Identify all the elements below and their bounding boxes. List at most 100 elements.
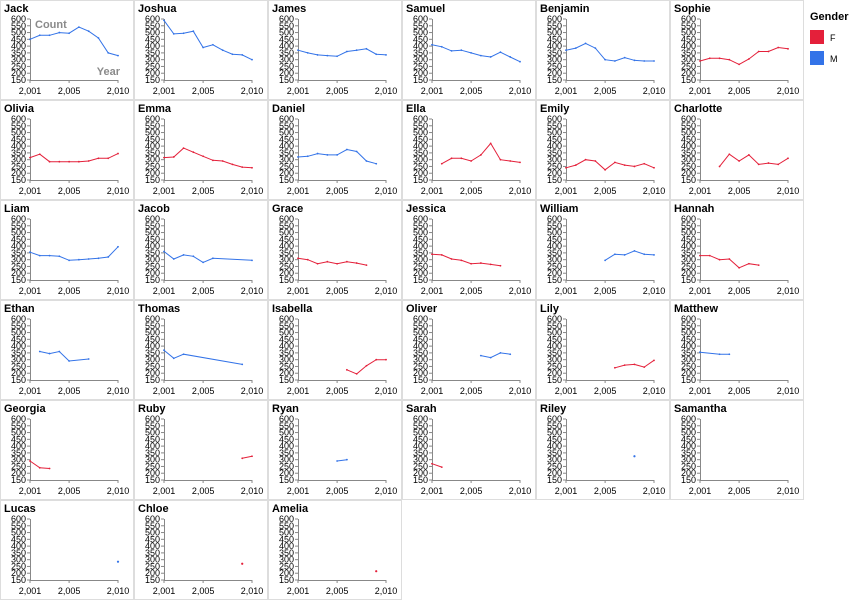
y-tick-label: 400 [145,441,160,451]
data-point [728,58,731,61]
y-tick-label: 550 [145,521,160,531]
x-tick-label: 2,010 [777,286,800,296]
y-tick-label: 500 [413,128,428,138]
y-tick-label: 550 [413,321,428,331]
x-tick-label: 2,001 [153,86,176,96]
data-point [613,253,616,256]
y-tick-label: 250 [11,361,26,371]
panel-title: Emily [540,103,570,115]
data-point [479,262,482,264]
y-tick-label: 350 [413,348,428,358]
y-tick-label: 200 [413,268,428,278]
data-point [584,42,587,45]
panel-title: William [540,203,579,215]
data-point [633,455,636,458]
y-tick-label: 300 [547,355,562,365]
data-point [699,254,701,257]
y-tick-label: 550 [11,521,26,531]
y-tick-label: 300 [681,455,696,465]
series-line [480,352,511,359]
x-tick-label: 2,010 [777,186,800,196]
y-tick-label: 500 [11,328,26,338]
y-tick-label: 300 [413,355,428,365]
data-point [38,34,41,37]
y-tick-label: 300 [279,255,294,265]
y-tick-label: 450 [145,234,160,244]
panel-georgia: Georgia6005505004504003503002502001502,0… [0,400,134,500]
y-tick-label: 250 [547,361,562,371]
panel-frame [0,0,134,100]
y-tick-label: 600 [145,214,160,224]
y-tick-label: 450 [145,134,160,144]
y-tick-label: 600 [681,214,696,224]
data-point [747,262,750,265]
data-point [440,254,443,256]
data-point [306,51,309,54]
y-tick-label: 150 [145,575,160,585]
y-tick-label: 550 [681,421,696,431]
data-point [345,260,348,263]
y-tick-label: 300 [145,555,160,565]
panel-grace: Grace6005505004504003503002502001502,001… [268,200,402,300]
x-tick-label: 2,010 [777,86,800,96]
y-tick-label: 550 [413,21,428,31]
data-point [87,358,90,360]
y-tick-label: 550 [145,21,160,31]
y-tick-label: 600 [145,114,160,124]
data-point [68,259,71,262]
data-point [643,162,646,165]
data-point [489,356,492,359]
y-tick-label: 600 [11,314,26,324]
y-tick-label: 400 [681,241,696,251]
y-tick-label: 550 [11,121,26,131]
y-tick-label: 150 [681,275,696,285]
y-tick-label: 400 [547,241,562,251]
y-tick-label: 150 [11,75,26,85]
data-point [643,366,646,369]
x-tick-label: 2,001 [555,486,578,496]
y-tick-label: 450 [681,134,696,144]
x-tick-label: 2,010 [643,486,666,496]
data-point [450,157,453,160]
y-tick-label: 400 [145,341,160,351]
data-point [345,368,348,371]
panel-frame [0,300,134,400]
x-tick-label: 2,005 [58,386,81,396]
panel-title: Ella [406,103,426,115]
y-tick-label: 200 [413,68,428,78]
data-point [87,258,90,260]
x-tick-label: 2,005 [460,186,483,196]
panel-riley: Riley6005505004504003503002502001502,001… [536,400,670,500]
y-tick-label: 250 [145,261,160,271]
data-point [326,54,329,57]
y-tick-label: 600 [279,114,294,124]
data-point [499,51,502,54]
y-tick-label: 300 [681,255,696,265]
y-tick-label: 400 [413,241,428,251]
data-point [767,50,770,53]
y-tick-label: 500 [681,28,696,38]
y-tick-label: 500 [145,128,160,138]
data-point [489,142,492,145]
data-point [316,262,319,265]
x-tick-label: 2,005 [594,286,617,296]
y-tick-label: 600 [413,414,428,424]
y-tick-label: 500 [547,328,562,338]
x-tick-label: 2,005 [58,186,81,196]
y-tick-label: 500 [11,228,26,238]
y-tick-label: 150 [145,175,160,185]
y-tick-label: 550 [413,121,428,131]
x-tick-label: 2,010 [509,486,532,496]
y-tick-label: 150 [413,375,428,385]
y-tick-label: 400 [681,41,696,51]
y-tick-label: 200 [11,268,26,278]
data-point [48,254,51,257]
y-tick-label: 200 [279,168,294,178]
data-point [182,147,185,150]
panel-james: James6005505004504003503002502001502,001… [268,0,402,100]
data-point [519,161,521,164]
data-point [336,460,339,462]
x-tick-label: 2,005 [460,486,483,496]
y-tick-label: 450 [681,334,696,344]
y-tick-label: 350 [681,248,696,258]
